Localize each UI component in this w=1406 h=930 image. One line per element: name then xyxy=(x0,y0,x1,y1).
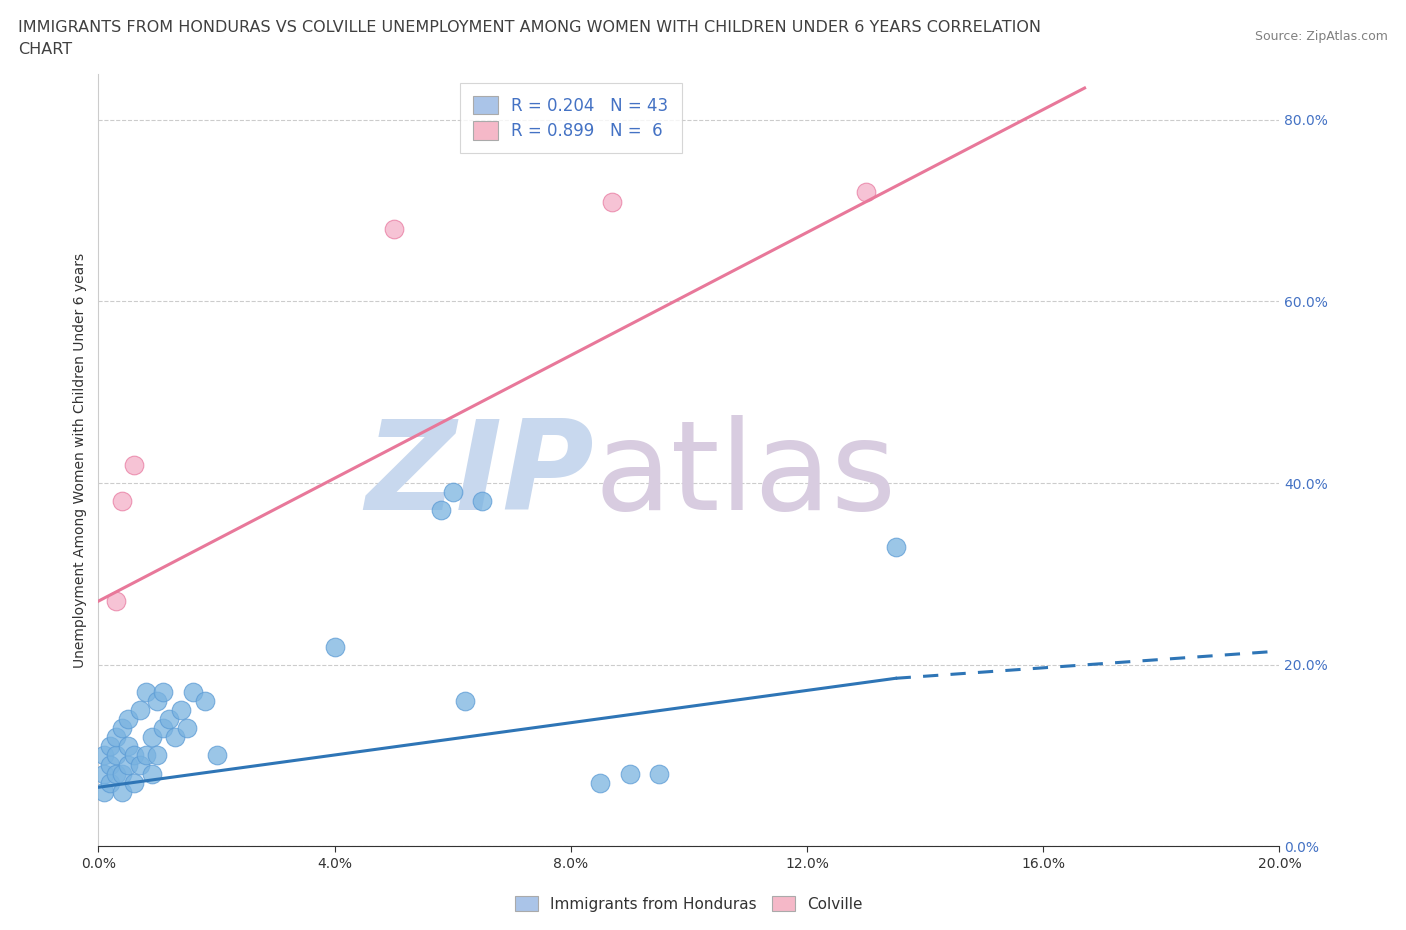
Point xyxy=(176,721,198,736)
Text: CHART: CHART xyxy=(18,42,72,57)
Point xyxy=(111,766,134,781)
Legend: R = 0.204   N = 43, R = 0.899   N =  6: R = 0.204 N = 43, R = 0.899 N = 6 xyxy=(460,83,682,153)
Point xyxy=(152,684,174,699)
Point xyxy=(93,748,115,763)
Point xyxy=(117,739,139,754)
Point xyxy=(855,185,877,200)
Point xyxy=(471,494,494,509)
Point xyxy=(382,221,405,236)
Point xyxy=(430,503,453,518)
Point xyxy=(619,766,641,781)
Point xyxy=(135,748,157,763)
Point xyxy=(165,730,187,745)
Point xyxy=(152,721,174,736)
Point xyxy=(93,766,115,781)
Point xyxy=(117,757,139,772)
Point xyxy=(648,766,671,781)
Point xyxy=(122,748,145,763)
Point xyxy=(205,748,228,763)
Point xyxy=(589,776,612,790)
Text: Source: ZipAtlas.com: Source: ZipAtlas.com xyxy=(1254,30,1388,43)
Text: ZIP: ZIP xyxy=(366,416,595,537)
Point xyxy=(135,684,157,699)
Point xyxy=(146,694,169,709)
Point xyxy=(98,757,121,772)
Point xyxy=(884,539,907,554)
Point xyxy=(441,485,464,499)
Point xyxy=(105,748,128,763)
Point xyxy=(141,730,163,745)
Point xyxy=(453,694,475,709)
Y-axis label: Unemployment Among Women with Children Under 6 years: Unemployment Among Women with Children U… xyxy=(73,253,87,668)
Point xyxy=(181,684,204,699)
Point xyxy=(105,730,128,745)
Point xyxy=(122,458,145,472)
Point xyxy=(170,703,193,718)
Point xyxy=(111,784,134,799)
Text: atlas: atlas xyxy=(595,416,897,537)
Point xyxy=(194,694,217,709)
Point xyxy=(600,194,623,209)
Point xyxy=(111,721,134,736)
Legend: Immigrants from Honduras, Colville: Immigrants from Honduras, Colville xyxy=(509,889,869,918)
Point xyxy=(98,776,121,790)
Point xyxy=(122,776,145,790)
Point xyxy=(146,748,169,763)
Point xyxy=(98,739,121,754)
Point xyxy=(117,711,139,726)
Text: IMMIGRANTS FROM HONDURAS VS COLVILLE UNEMPLOYMENT AMONG WOMEN WITH CHILDREN UNDE: IMMIGRANTS FROM HONDURAS VS COLVILLE UNE… xyxy=(18,20,1042,35)
Point xyxy=(105,593,128,608)
Point xyxy=(141,766,163,781)
Point xyxy=(105,766,128,781)
Point xyxy=(157,711,180,726)
Point xyxy=(93,784,115,799)
Point xyxy=(323,639,346,654)
Point xyxy=(128,703,150,718)
Point xyxy=(111,494,134,509)
Point xyxy=(128,757,150,772)
